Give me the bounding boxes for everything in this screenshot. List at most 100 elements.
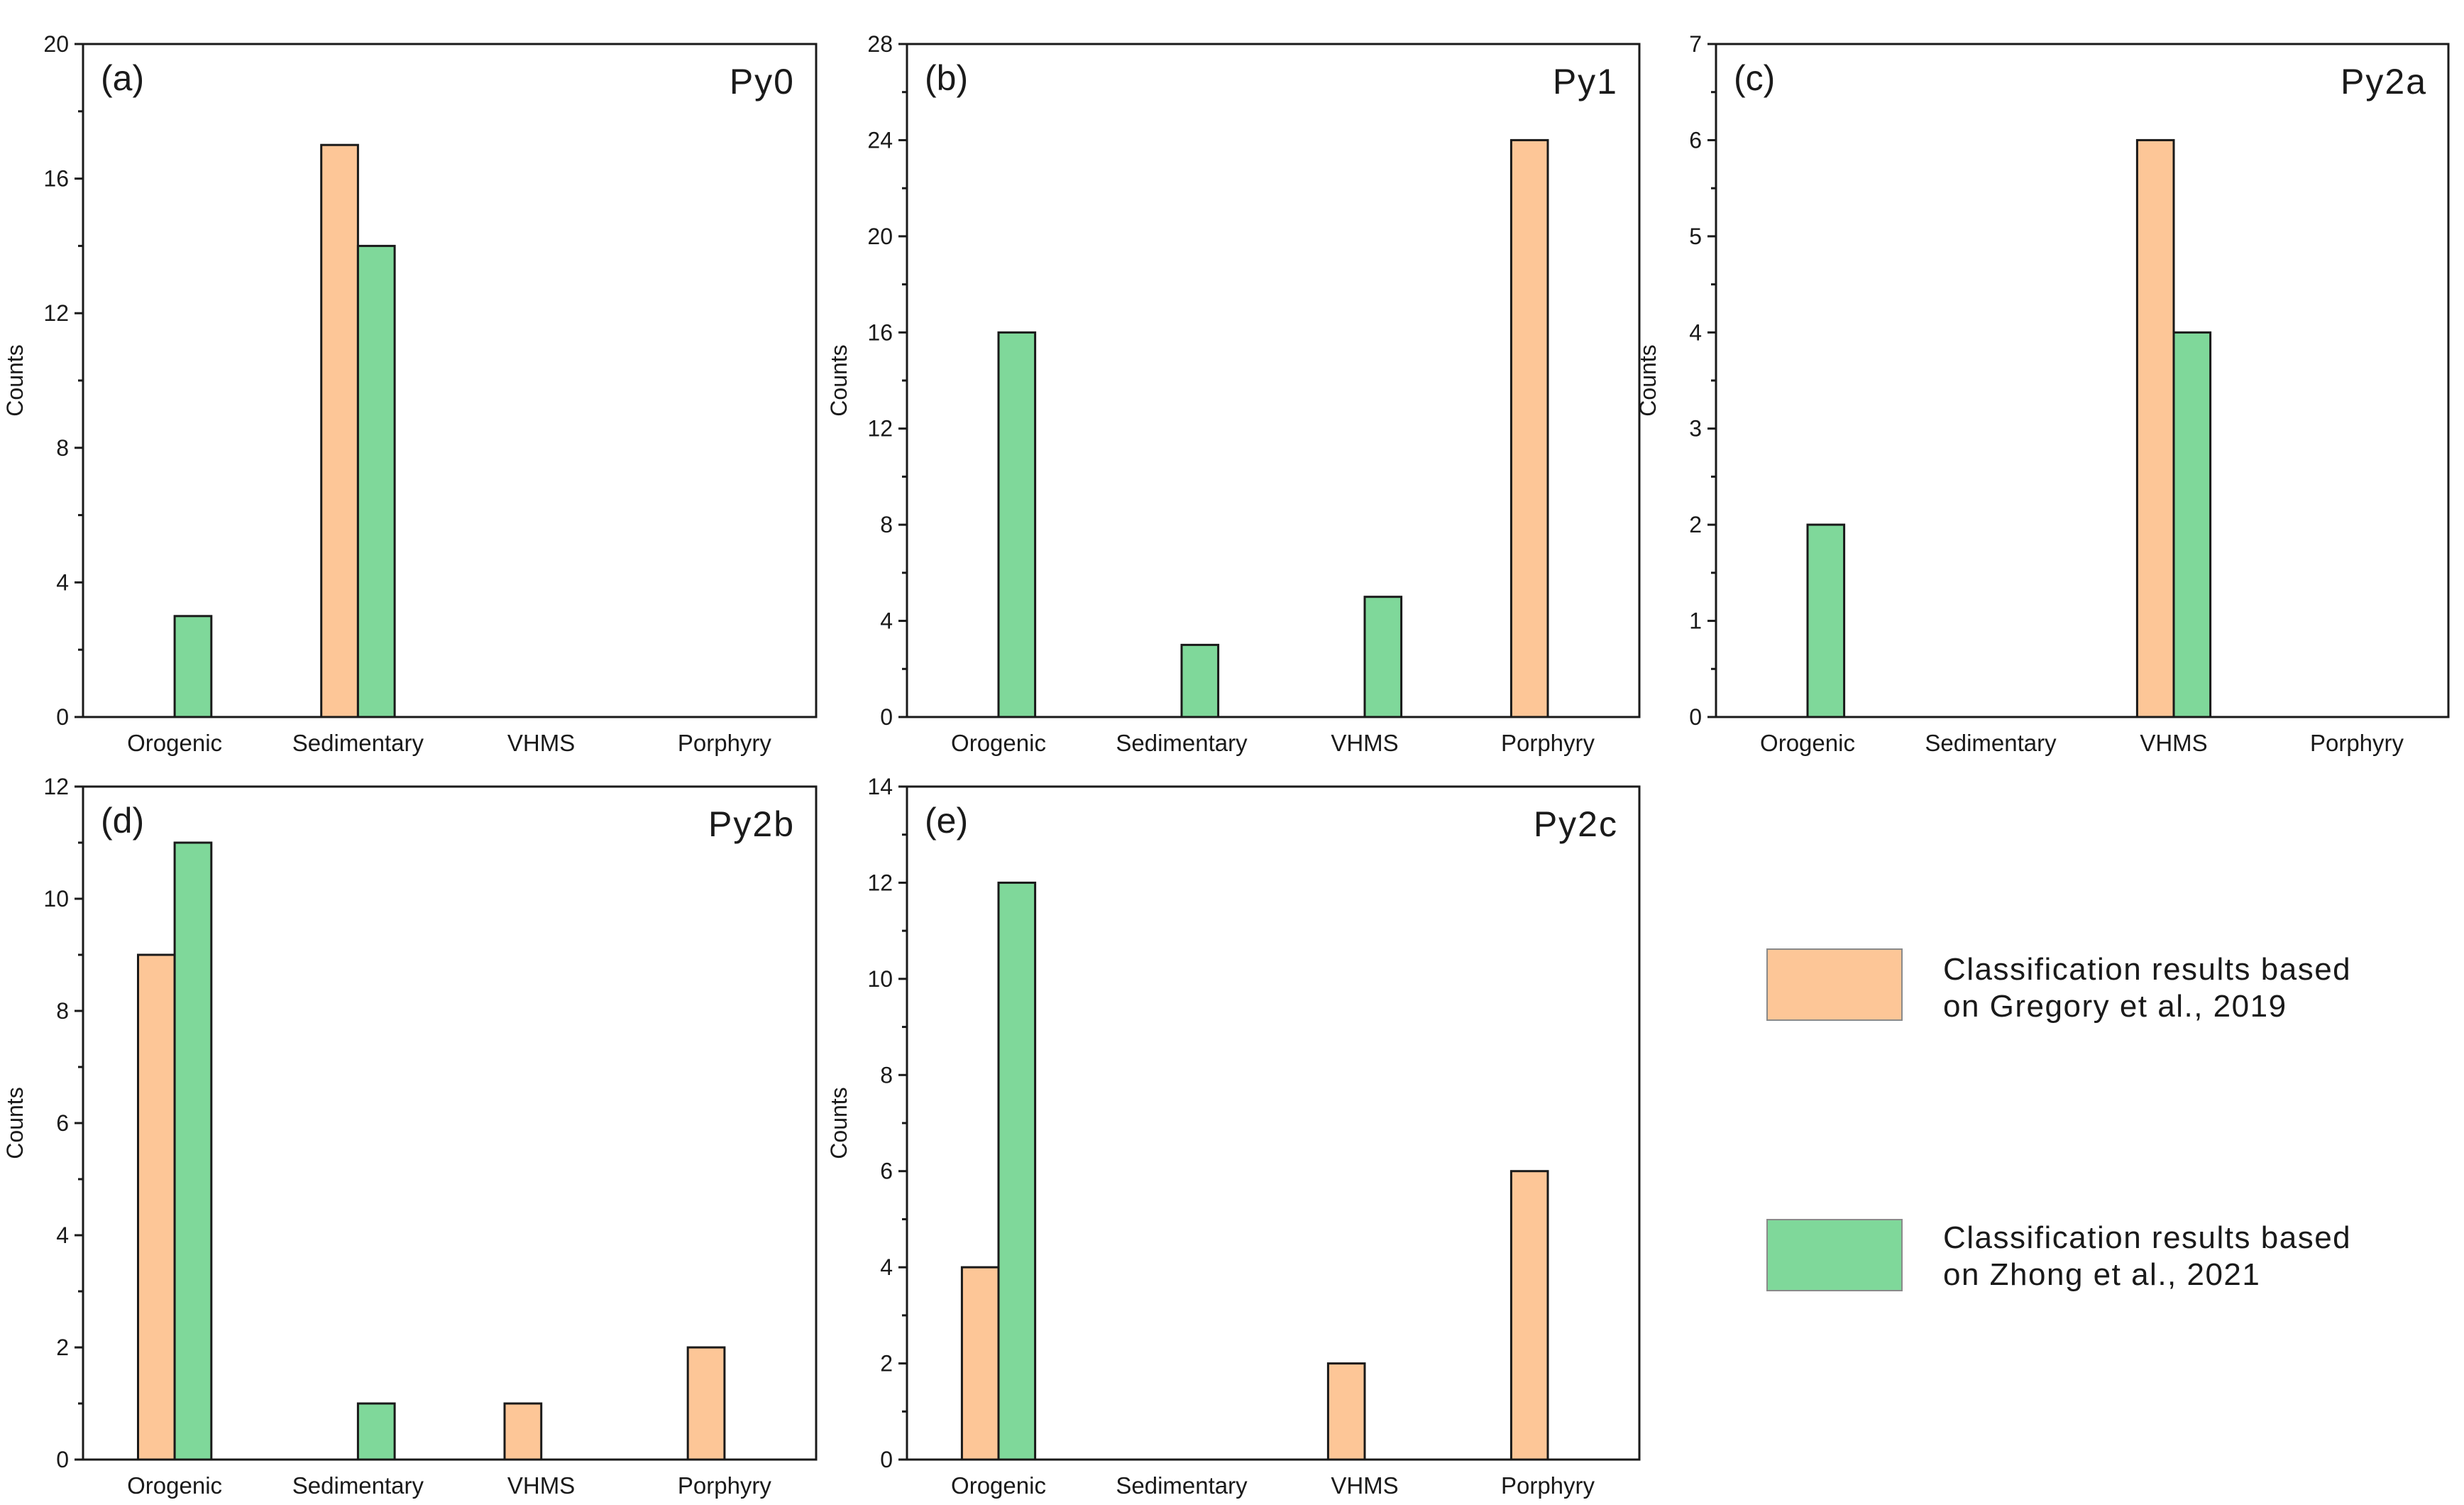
- y-tick-label: 4: [1689, 319, 1702, 345]
- y-tick-label: 0: [880, 1447, 893, 1472]
- y-tick-label: 4: [880, 1254, 893, 1280]
- y-tick-label: 8: [56, 998, 69, 1024]
- y-tick-label: 8: [56, 435, 69, 461]
- panel-letter: (d): [101, 801, 144, 841]
- x-tick-label: VHMS: [2140, 730, 2207, 756]
- legend-label-line2: on Gregory et al., 2019: [1943, 989, 2287, 1024]
- bar-gregory-orogenic: [137, 953, 176, 1461]
- legend-swatch: [1766, 948, 1903, 1021]
- bar-gregory-porphyry: [1509, 1170, 1549, 1461]
- panel-title: Py2b: [708, 804, 795, 844]
- x-tick-label: VHMS: [1331, 1472, 1398, 1499]
- y-tick-label: 0: [880, 704, 893, 730]
- bar-gregory-vhms: [503, 1402, 543, 1461]
- y-axis-label: Counts: [1635, 344, 1661, 416]
- y-axis-label: Counts: [826, 344, 852, 416]
- bar-gregory-vhms: [2135, 138, 2175, 718]
- y-tick-label: 12: [43, 300, 69, 326]
- panel-d: Orogenic Sedimentary VHMS Porphyry 0 2 4 6 8 10 12…: [2, 774, 818, 1499]
- panel-c: Orogenic Sedimentary VHMS Porphyry 0 1 2 3 4 5 6 7 C…: [1635, 31, 2450, 756]
- x-tick-label: Sedimentary: [1116, 1472, 1248, 1499]
- bar-gregory-sedimentary: [320, 143, 359, 718]
- x-tick-label: VHMS: [507, 730, 575, 756]
- y-tick-label: 3: [1689, 416, 1702, 442]
- legend-swatch: [1766, 1219, 1903, 1291]
- panel-letter: (e): [925, 801, 968, 841]
- bar-zhong-orogenic: [173, 841, 213, 1461]
- y-tick-label: 24: [867, 127, 893, 153]
- x-tick-label: Orogenic: [951, 730, 1046, 756]
- bar-zhong-orogenic: [997, 881, 1037, 1461]
- x-tick-label: Porphyry: [1501, 1472, 1595, 1499]
- y-tick-label: 6: [56, 1110, 69, 1136]
- y-tick-label: 1: [1689, 608, 1702, 634]
- bar-gregory-porphyry: [1509, 138, 1549, 718]
- chart-panels: Orogenic Sedimentary VHMS Porphyry048121620…: [2, 31, 2450, 1499]
- bar-gregory-porphyry: [686, 1346, 726, 1461]
- panel-letter: (b): [925, 58, 968, 98]
- bar-zhong-orogenic: [173, 615, 213, 718]
- y-tick-label: 20: [867, 224, 893, 249]
- y-tick-label: 28: [867, 31, 893, 57]
- y-tick-label: 0: [1689, 704, 1702, 730]
- x-tick-label: Sedimentary: [1116, 730, 1248, 756]
- panel-e: Orogenic Sedimentary VHMS Porphyry 0 2 4 6 8 10 12…: [826, 774, 1641, 1499]
- panel-b: Orogenic Sedimentary VHMS Porphyry 0 4 8 12 16 20…: [826, 31, 1641, 756]
- y-tick-label: 12: [867, 416, 893, 442]
- y-tick-label: 16: [867, 319, 893, 345]
- y-tick-label: 4: [56, 1222, 69, 1248]
- y-tick-label: 2: [56, 1335, 69, 1360]
- x-tick-label: Sedimentary: [292, 730, 424, 756]
- bar-zhong-sedimentary: [356, 1402, 396, 1461]
- y-tick-label: 12: [867, 870, 893, 895]
- y-tick-label: 7: [1689, 31, 1702, 57]
- x-tick-label: Porphyry: [678, 730, 772, 756]
- panel-letter: (a): [101, 58, 144, 98]
- bar-zhong-sedimentary: [356, 244, 396, 718]
- x-tick-label: Orogenic: [127, 1472, 222, 1499]
- y-tick-label: 0: [56, 1447, 69, 1472]
- y-tick-label: 2: [1689, 512, 1702, 537]
- y-tick-label: 6: [880, 1159, 893, 1184]
- y-tick-label: 2: [880, 1351, 893, 1377]
- x-tick-label: Orogenic: [1760, 730, 1855, 756]
- x-tick-label: Porphyry: [2310, 730, 2404, 756]
- y-tick-label: 20: [43, 31, 69, 57]
- y-tick-label: 5: [1689, 224, 1702, 249]
- panel-title: Py2a: [2341, 62, 2427, 102]
- panel-a: Orogenic Sedimentary VHMS Porphyry 0 4 8 12 16 20…: [2, 31, 818, 756]
- bar-zhong-vhms: [2172, 331, 2212, 718]
- y-tick-label: 4: [56, 569, 69, 595]
- x-tick-label: Sedimentary: [1925, 730, 2057, 756]
- legend-label-line1: Classification results based: [1943, 1220, 2351, 1255]
- bar-zhong-orogenic: [1806, 523, 1846, 718]
- legend-label-line2: on Zhong et al., 2021: [1943, 1257, 2260, 1292]
- x-tick-label: Sedimentary: [292, 1472, 424, 1499]
- y-axis-label: Counts: [2, 1087, 28, 1159]
- y-tick-label: 8: [880, 512, 893, 537]
- bar-zhong-sedimentary: [1180, 643, 1220, 718]
- bar-gregory-orogenic: [960, 1266, 1000, 1461]
- y-tick-label: 12: [43, 774, 69, 799]
- panel-title: Py1: [1553, 62, 1618, 102]
- y-axis-label: Counts: [826, 1087, 852, 1159]
- x-tick-label: VHMS: [507, 1472, 575, 1499]
- legend-label-line1: Classification results based: [1943, 952, 2351, 987]
- x-tick-label: Orogenic: [127, 730, 222, 756]
- y-tick-label: 16: [43, 166, 69, 192]
- y-tick-label: 10: [867, 966, 893, 992]
- bar-zhong-orogenic: [997, 331, 1037, 718]
- x-tick-label: Orogenic: [951, 1472, 1046, 1499]
- x-tick-label: VHMS: [1331, 730, 1398, 756]
- y-tick-label: 6: [1689, 127, 1702, 153]
- bar-zhong-vhms: [1363, 596, 1403, 718]
- y-axis-label: Counts: [2, 344, 28, 416]
- panel-title: Py2c: [1534, 804, 1618, 844]
- panel-title: Py0: [730, 62, 795, 102]
- y-tick-label: 14: [867, 774, 893, 799]
- y-tick-label: 4: [880, 608, 893, 634]
